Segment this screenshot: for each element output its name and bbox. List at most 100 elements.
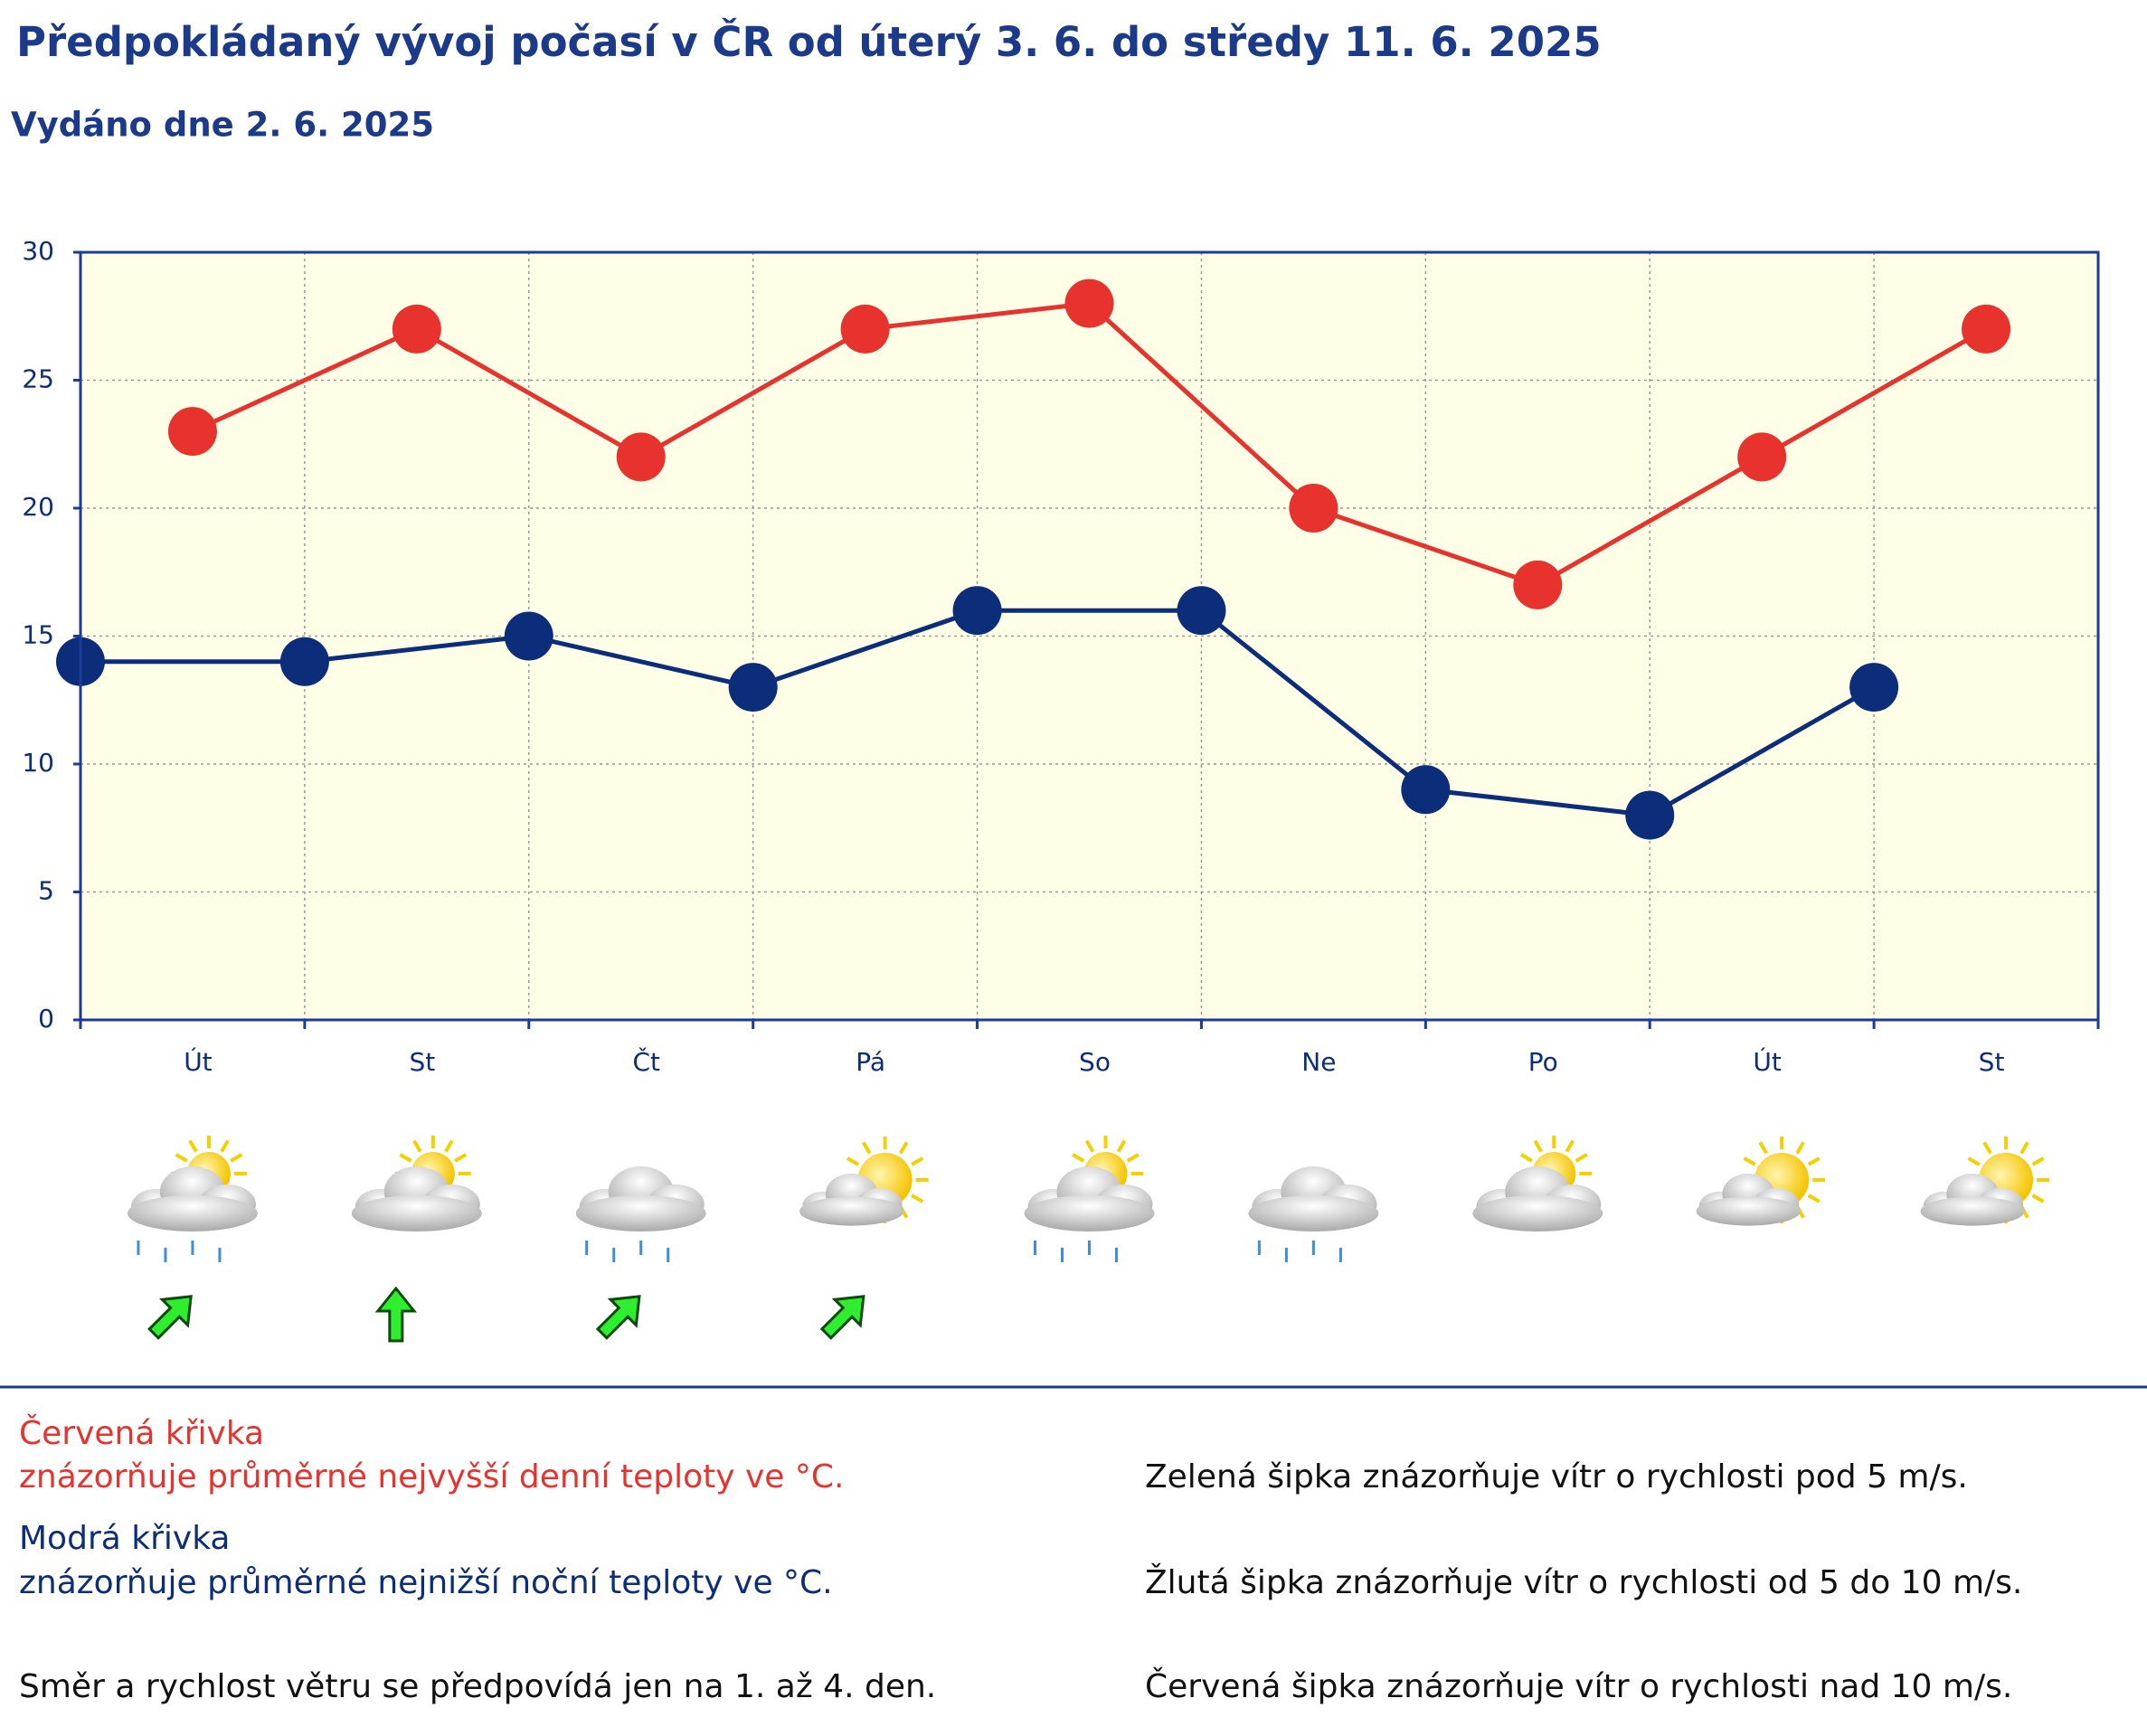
cloud	[575, 1166, 706, 1231]
sun-ray	[1758, 1141, 1768, 1155]
x-tick-label: Po	[1528, 1047, 1558, 1077]
sun-ray	[175, 1153, 188, 1163]
note: Červená šipka znázorňuje vítr o rychlost…	[1145, 1667, 2012, 1705]
x-tick-label: Pá	[856, 1047, 885, 1077]
title: Předpokládaný vývoj počasí v ČR od úterý…	[16, 18, 1602, 66]
point	[504, 611, 553, 661]
legend-title: Modrá křivka	[19, 1520, 230, 1557]
sun-ray	[1807, 1194, 1821, 1203]
wind-arrow	[595, 1295, 641, 1340]
sun-ray	[1116, 1139, 1127, 1153]
wind-arrow	[147, 1295, 193, 1340]
sun-ray	[1807, 1156, 1821, 1166]
sun-ray	[1967, 1156, 1981, 1166]
cloud	[1024, 1166, 1155, 1231]
x-tick-label: Út	[1753, 1046, 1781, 1077]
legend-text: znázorňuje průměrné nejvyšší denní teplo…	[19, 1458, 844, 1495]
x-tick-label: Út	[184, 1046, 212, 1077]
sun-ray	[1072, 1153, 1085, 1163]
weather-icon	[1248, 1166, 1379, 1262]
weather-icon	[1472, 1136, 1603, 1231]
point	[1962, 304, 2011, 354]
weather-icon	[575, 1166, 706, 1262]
x-tick-label: St	[409, 1047, 435, 1077]
cloud	[1696, 1174, 1801, 1226]
sun-ray	[1126, 1153, 1140, 1163]
cloud	[127, 1166, 258, 1231]
wind-arrow	[374, 1286, 417, 1343]
cloud-part	[1024, 1195, 1155, 1231]
point	[1401, 765, 1451, 815]
weather-icon	[1696, 1137, 1826, 1226]
sun-ray	[230, 1153, 243, 1163]
sun-ray	[1533, 1139, 1544, 1153]
sun-ray	[861, 1141, 872, 1155]
point	[952, 586, 1002, 636]
sun-ray	[1575, 1153, 1588, 1163]
point	[840, 304, 890, 354]
point	[1625, 790, 1675, 840]
x-tick-label: Čt	[632, 1046, 660, 1077]
legend-title: Červená křivka	[19, 1414, 264, 1452]
x-tick-label: Ne	[1301, 1047, 1336, 1077]
arrow	[595, 1295, 641, 1340]
point	[1737, 432, 1787, 482]
arrow	[819, 1295, 865, 1340]
point	[1289, 484, 1338, 533]
point	[728, 663, 778, 712]
sun-ray	[2019, 1141, 2029, 1155]
subtitle: Vydáno dne 2. 6. 2025	[11, 106, 434, 145]
arrow	[374, 1286, 417, 1343]
sun-ray	[1795, 1141, 1805, 1155]
note: Žlutá šipka znázorňuje vítr o rychlosti …	[1145, 1563, 2022, 1601]
sun-ray	[412, 1139, 422, 1153]
weather-icon	[799, 1137, 929, 1226]
sun-ray	[898, 1141, 909, 1155]
y-tick-label: 5	[38, 876, 54, 906]
wind-arrow	[819, 1295, 865, 1340]
arrow	[147, 1295, 193, 1340]
y-tick-label: 25	[22, 364, 54, 394]
sun-ray	[444, 1139, 454, 1153]
sun-ray	[188, 1139, 198, 1153]
legend-text: znázorňuje průměrné nejnižší noční teplo…	[19, 1564, 833, 1601]
cloud-part	[1248, 1195, 1379, 1231]
point	[616, 432, 666, 482]
sun-ray	[1982, 1141, 1992, 1155]
cloud-part	[799, 1196, 904, 1226]
cloud-part	[1920, 1196, 2025, 1226]
sun-ray	[2031, 1194, 2045, 1203]
point	[1849, 663, 1899, 712]
cloud	[1248, 1166, 1379, 1231]
sun-ray	[1084, 1139, 1095, 1153]
note: Zelená šipka znázorňuje vítr o rychlosti…	[1145, 1458, 1968, 1495]
cloud-part	[351, 1195, 482, 1231]
cloud-part	[1696, 1196, 1801, 1226]
point	[279, 637, 329, 686]
point	[1064, 278, 1114, 328]
weather-icon	[1024, 1136, 1155, 1262]
cloud-part	[575, 1195, 706, 1231]
weather-icon	[127, 1136, 258, 1262]
sun-ray	[220, 1139, 230, 1153]
sun-ray	[911, 1194, 924, 1203]
cloud	[1472, 1166, 1603, 1231]
cloud-part	[1472, 1195, 1603, 1231]
y-tick-label: 10	[22, 748, 54, 778]
point	[167, 407, 217, 457]
sun-ray	[911, 1156, 924, 1166]
x-tick-label: So	[1079, 1047, 1111, 1077]
point	[1177, 586, 1226, 636]
plot-border	[79, 250, 2100, 1022]
point	[392, 304, 441, 354]
weather-icon	[1920, 1137, 2050, 1226]
y-tick-label: 20	[22, 492, 54, 522]
sun-ray	[1519, 1153, 1534, 1163]
x-tick-label: St	[1979, 1047, 2005, 1077]
sun-ray	[454, 1153, 468, 1163]
note: Směr a rychlost větru se předpovídá jen …	[19, 1668, 936, 1705]
sun-ray	[1743, 1156, 1756, 1166]
y-tick-label: 15	[22, 620, 54, 650]
point	[1513, 560, 1563, 609]
